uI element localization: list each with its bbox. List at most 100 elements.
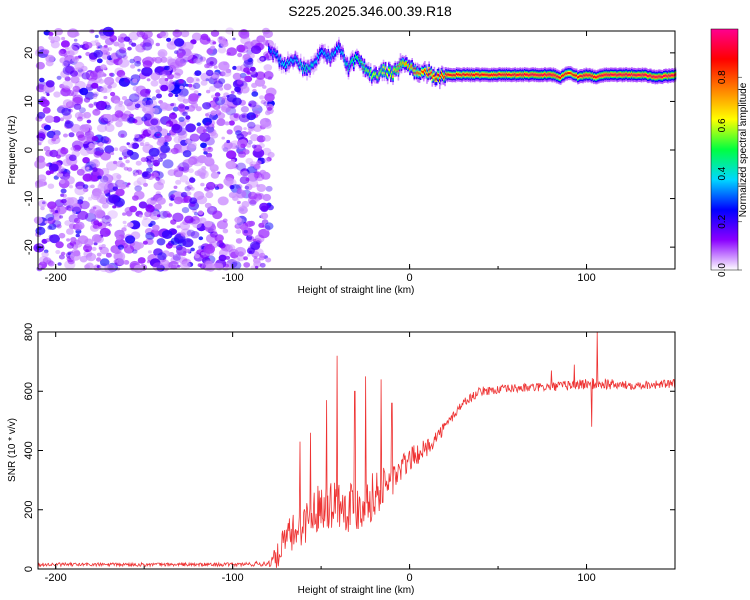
noise-cell bbox=[214, 92, 221, 97]
noise-cell bbox=[184, 186, 191, 192]
noise-cell bbox=[186, 158, 195, 165]
noise-cell bbox=[188, 83, 193, 88]
ridge-cell bbox=[433, 74, 436, 77]
ridge-cell bbox=[393, 68, 395, 72]
ridge-cell bbox=[367, 69, 370, 73]
noise-cell bbox=[190, 102, 199, 109]
noise-cell bbox=[235, 65, 243, 72]
noise-cell bbox=[199, 56, 207, 62]
noise-cell bbox=[172, 212, 184, 222]
noise-cell bbox=[142, 60, 153, 69]
noise-cell bbox=[45, 54, 55, 63]
noise-cell bbox=[250, 45, 262, 54]
ridge-cell bbox=[332, 54, 335, 57]
ridge-cell bbox=[368, 73, 371, 76]
noise-cell bbox=[210, 110, 217, 116]
noise-cell bbox=[101, 52, 110, 60]
noise-cell bbox=[48, 35, 54, 40]
noise-cell bbox=[104, 76, 115, 86]
noise-cell bbox=[145, 232, 155, 240]
ridge-cell bbox=[636, 74, 638, 77]
noise-cell bbox=[224, 121, 230, 126]
noise-cell bbox=[198, 236, 204, 241]
ridge-cell bbox=[434, 77, 437, 81]
ridge-cell bbox=[505, 73, 508, 76]
colorbar-tick-label: 0.8 bbox=[717, 70, 728, 84]
noise-cell bbox=[95, 108, 99, 112]
noise-cell bbox=[37, 142, 42, 146]
noise-cell bbox=[145, 204, 155, 213]
y-tick-label: 200 bbox=[23, 501, 35, 519]
ridge-cell bbox=[603, 73, 606, 76]
noise-cell bbox=[229, 140, 241, 150]
ridge-cell bbox=[578, 76, 580, 78]
noise-cell bbox=[104, 215, 110, 220]
noise-cell bbox=[260, 171, 271, 180]
noise-cell bbox=[168, 203, 173, 207]
noise-cell bbox=[115, 188, 125, 197]
ridge-cell bbox=[313, 61, 316, 64]
noise-cell bbox=[95, 42, 101, 47]
noise-cell bbox=[141, 47, 145, 51]
ridge-cell bbox=[564, 73, 566, 76]
ridge-cell bbox=[324, 51, 326, 55]
noise-cell bbox=[97, 70, 105, 78]
ridge-cell bbox=[277, 57, 280, 60]
noise-cell bbox=[192, 220, 202, 229]
noise-cell bbox=[133, 137, 139, 142]
ridge-cell bbox=[651, 75, 653, 78]
noise-cell bbox=[93, 150, 102, 158]
noise-cell bbox=[232, 97, 242, 106]
noise-cell bbox=[70, 146, 75, 151]
noise-cell bbox=[130, 64, 136, 69]
noise-cell bbox=[61, 147, 66, 151]
ridge-cell bbox=[465, 73, 468, 76]
ridge-cell bbox=[294, 55, 297, 58]
ridge-cell bbox=[581, 75, 583, 78]
noise-cell bbox=[153, 162, 159, 167]
noise-cell bbox=[113, 160, 118, 165]
ridge-cell bbox=[493, 73, 495, 76]
noise-cell bbox=[42, 257, 52, 265]
ridge-cell bbox=[569, 72, 572, 74]
ridge-cell bbox=[312, 63, 315, 67]
noise-cell bbox=[232, 72, 242, 81]
noise-cell bbox=[203, 244, 215, 254]
noise-cell bbox=[72, 94, 83, 104]
ridge-cell bbox=[383, 72, 386, 74]
ridge-cell bbox=[445, 73, 447, 75]
noise-cell bbox=[189, 197, 198, 204]
ridge-cell bbox=[597, 75, 599, 78]
noise-cell bbox=[167, 73, 174, 80]
noise-cell bbox=[118, 58, 130, 68]
noise-cell bbox=[45, 80, 55, 88]
noise-cell bbox=[144, 211, 152, 218]
noise-cell bbox=[136, 177, 147, 185]
noise-cell bbox=[125, 159, 130, 164]
noise-cell bbox=[73, 250, 81, 257]
noise-cell bbox=[126, 212, 132, 217]
ridge-cell bbox=[601, 74, 603, 77]
noise-cell bbox=[108, 223, 113, 227]
noise-cell bbox=[118, 103, 123, 108]
ridge-cell bbox=[379, 71, 382, 73]
ridge-cell bbox=[430, 71, 433, 74]
noise-cell bbox=[184, 215, 194, 224]
noise-cell bbox=[159, 30, 169, 39]
ridge-cell bbox=[320, 51, 322, 54]
ridge-cell bbox=[331, 52, 334, 55]
noise-cell bbox=[225, 255, 231, 260]
noise-cell bbox=[181, 252, 187, 257]
ridge-cell bbox=[508, 73, 510, 76]
ridge-cell bbox=[469, 74, 472, 77]
noise-cell bbox=[118, 100, 124, 105]
ridge-cell bbox=[415, 71, 418, 75]
noise-cell bbox=[194, 70, 202, 76]
x-tick-label: -200 bbox=[45, 272, 67, 284]
snr-panel: -200 -100 0 100 0 200 400 600 800 Height of str… bbox=[7, 323, 676, 596]
noise-cell bbox=[56, 224, 62, 229]
noise-cell bbox=[40, 99, 50, 108]
noise-cell bbox=[216, 220, 228, 230]
noise-cell bbox=[83, 250, 93, 258]
